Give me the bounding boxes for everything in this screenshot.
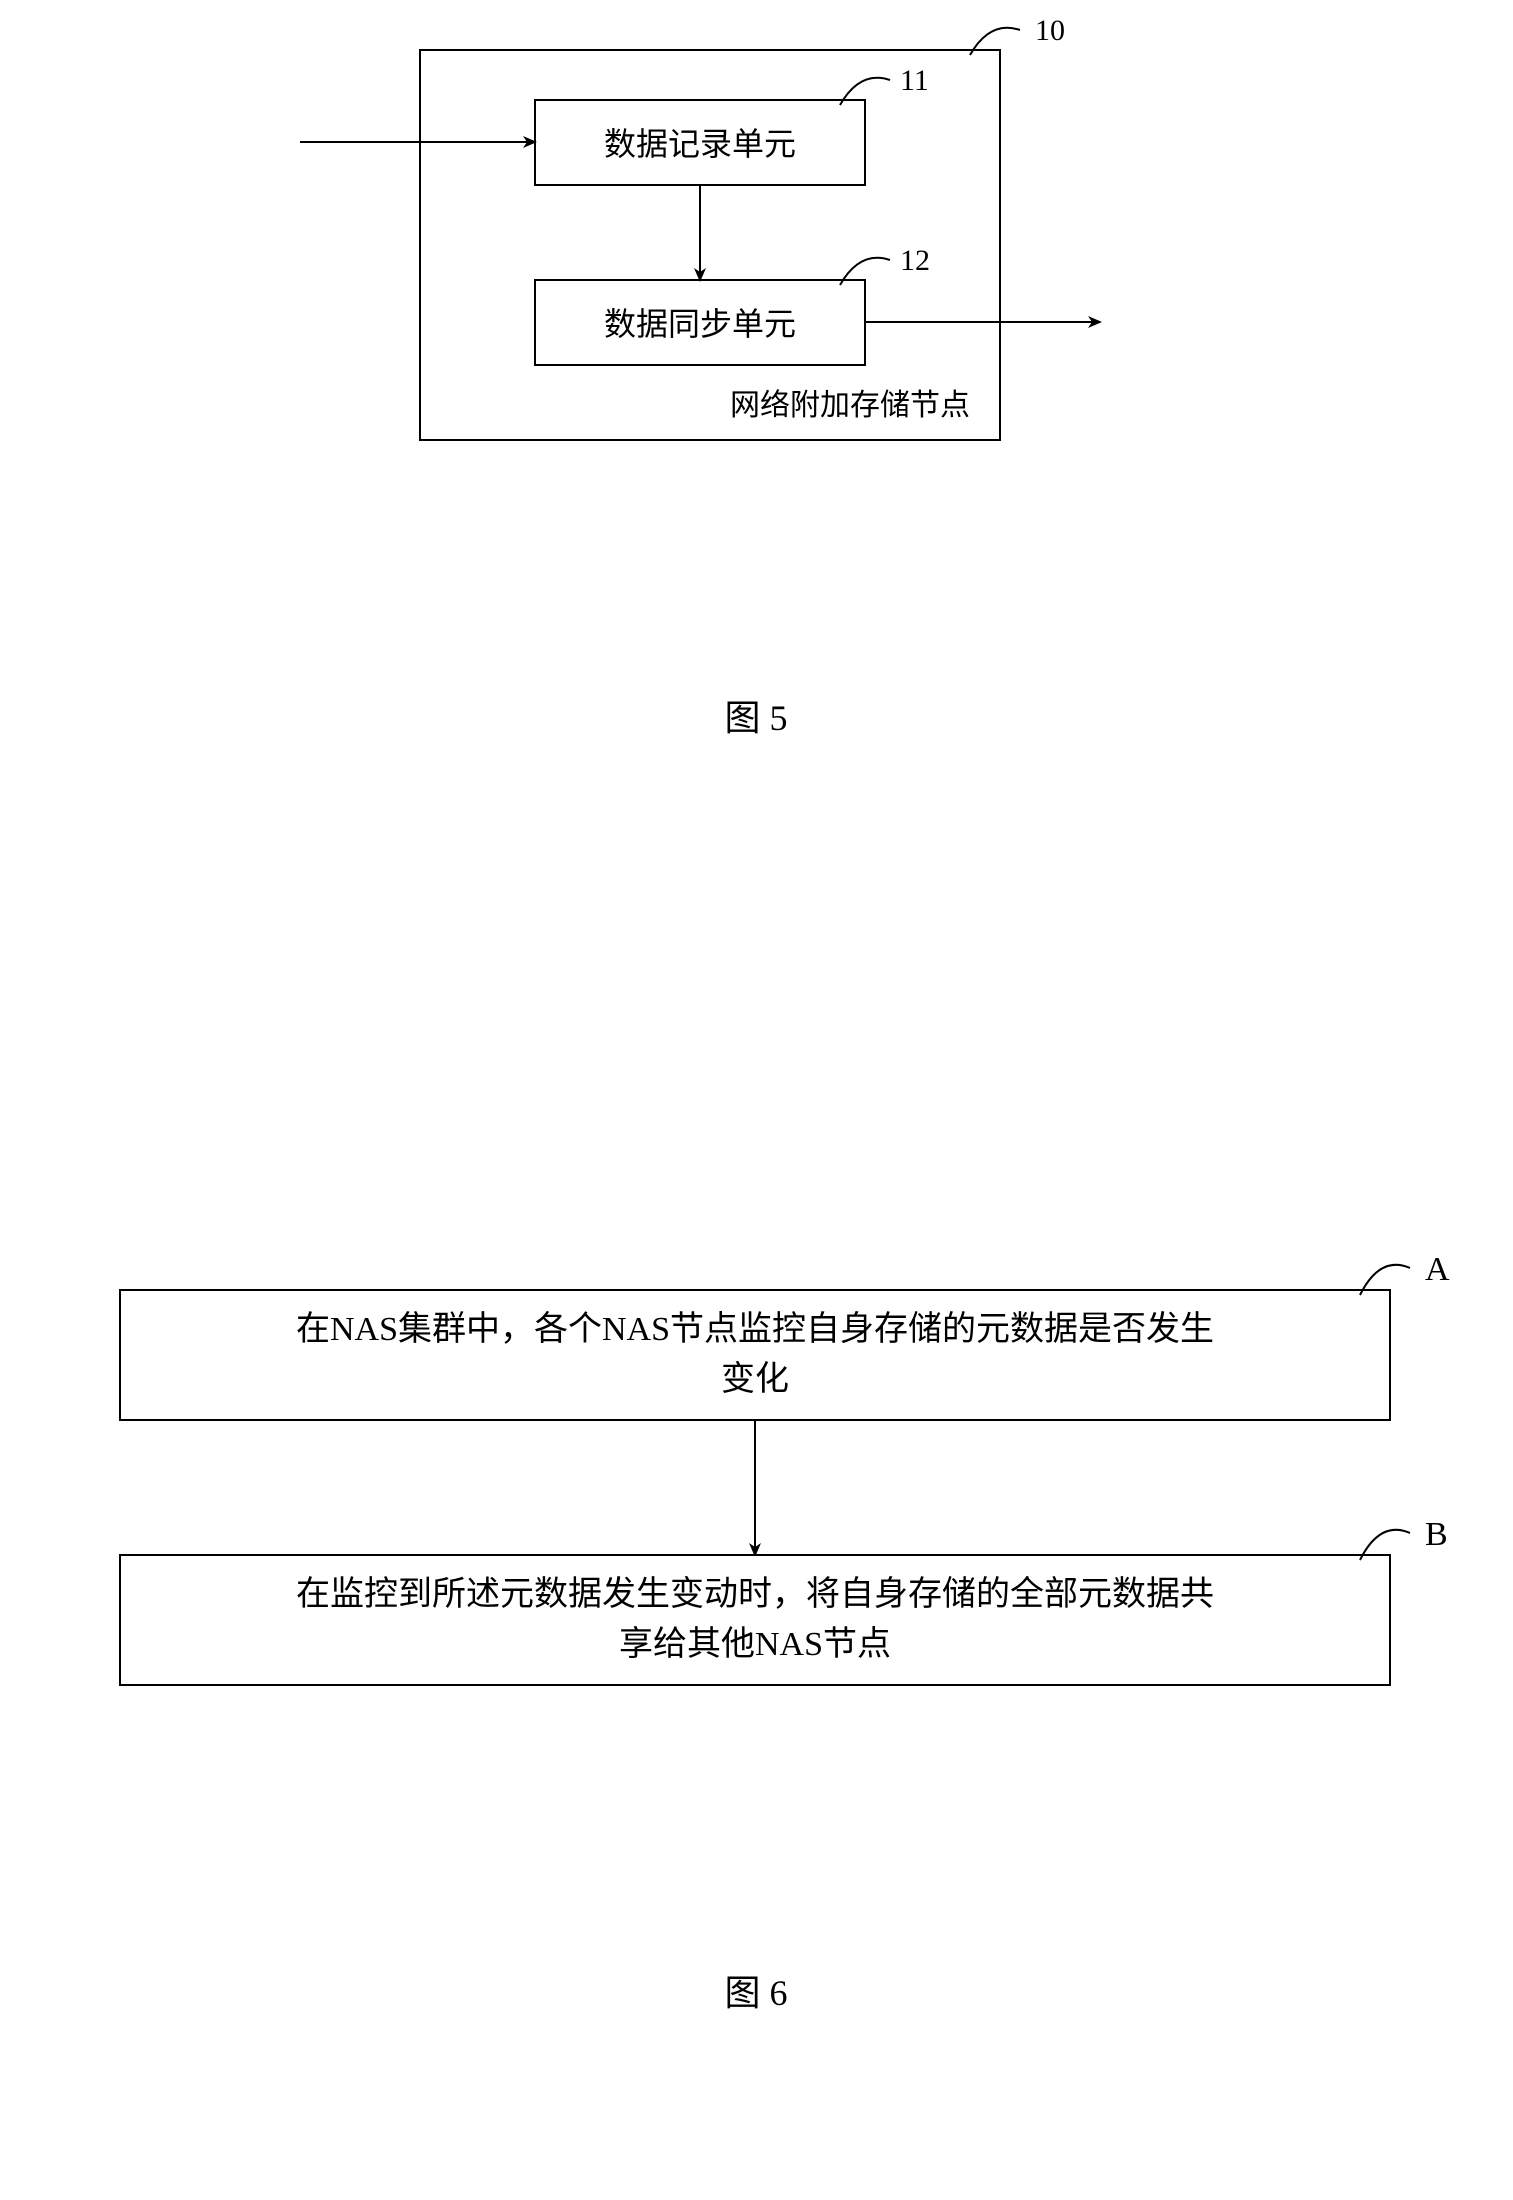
fig6-refA: A xyxy=(1425,1251,1450,1288)
fig6-boxB-line1: 在监控到所述元数据发生变动时，将自身存储的全部元数据共 xyxy=(296,1575,1214,1613)
fig6-boxA xyxy=(120,1290,1390,1420)
fig5-ref12: 12 xyxy=(900,244,930,277)
diagram-svg: 数据记录单元 数据同步单元 网络附加存储节点 10 11 12 图 5 在NAS… xyxy=(0,0,1513,2195)
fig5-ref10: 10 xyxy=(1035,14,1065,47)
fig6-refB: B xyxy=(1425,1516,1448,1553)
fig6-caption: 图 6 xyxy=(724,1973,787,2013)
fig6-boxB-line2: 享给其他NAS节点 xyxy=(619,1625,891,1663)
page: 数据记录单元 数据同步单元 网络附加存储节点 10 11 12 图 5 在NAS… xyxy=(0,0,1513,2195)
fig6-boxB xyxy=(120,1555,1390,1685)
fig6-boxA-line1: 在NAS集群中，各个NAS节点监控自身存储的元数据是否发生 xyxy=(296,1310,1214,1348)
fig5-ref11: 11 xyxy=(900,64,929,97)
fig5-container-label: 网络附加存储节点 xyxy=(730,389,970,422)
fig5-box2-label: 数据同步单元 xyxy=(604,306,796,342)
fig6-boxA-line2: 变化 xyxy=(721,1360,789,1398)
fig5-caption: 图 5 xyxy=(724,698,787,738)
fig5-box1-label: 数据记录单元 xyxy=(604,126,796,162)
